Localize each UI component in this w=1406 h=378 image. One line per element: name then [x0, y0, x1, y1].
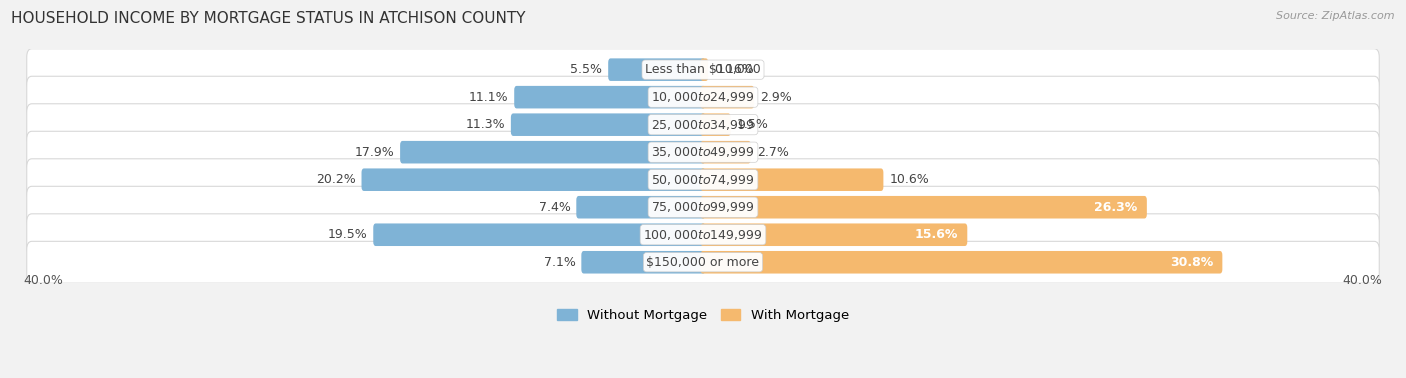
FancyBboxPatch shape	[581, 251, 706, 274]
Legend: Without Mortgage, With Mortgage: Without Mortgage, With Mortgage	[551, 304, 855, 328]
FancyBboxPatch shape	[401, 141, 706, 163]
Text: 5.5%: 5.5%	[571, 63, 602, 76]
FancyBboxPatch shape	[373, 223, 706, 246]
Text: 15.6%: 15.6%	[915, 228, 957, 241]
FancyBboxPatch shape	[27, 159, 1379, 201]
Text: 40.0%: 40.0%	[24, 274, 63, 287]
Text: $100,000 to $149,999: $100,000 to $149,999	[644, 228, 762, 242]
Text: 0.16%: 0.16%	[714, 63, 754, 76]
FancyBboxPatch shape	[700, 58, 709, 81]
Text: 7.1%: 7.1%	[544, 256, 575, 269]
Text: 30.8%: 30.8%	[1170, 256, 1213, 269]
Text: 11.3%: 11.3%	[465, 118, 505, 131]
FancyBboxPatch shape	[361, 169, 706, 191]
FancyBboxPatch shape	[700, 86, 754, 108]
Text: 20.2%: 20.2%	[316, 173, 356, 186]
Text: 2.7%: 2.7%	[756, 146, 789, 159]
FancyBboxPatch shape	[27, 76, 1379, 118]
FancyBboxPatch shape	[609, 58, 706, 81]
Text: $25,000 to $34,999: $25,000 to $34,999	[651, 118, 755, 132]
FancyBboxPatch shape	[700, 141, 751, 163]
FancyBboxPatch shape	[576, 196, 706, 218]
FancyBboxPatch shape	[27, 131, 1379, 173]
Text: 40.0%: 40.0%	[1343, 274, 1382, 287]
FancyBboxPatch shape	[27, 49, 1379, 91]
Text: $10,000 to $24,999: $10,000 to $24,999	[651, 90, 755, 104]
Text: Less than $10,000: Less than $10,000	[645, 63, 761, 76]
Text: 7.4%: 7.4%	[538, 201, 571, 214]
FancyBboxPatch shape	[700, 169, 883, 191]
Text: $50,000 to $74,999: $50,000 to $74,999	[651, 173, 755, 187]
Text: 26.3%: 26.3%	[1094, 201, 1137, 214]
Text: 19.5%: 19.5%	[328, 228, 367, 241]
Text: 17.9%: 17.9%	[354, 146, 394, 159]
FancyBboxPatch shape	[510, 113, 706, 136]
Text: 11.1%: 11.1%	[468, 91, 509, 104]
FancyBboxPatch shape	[27, 186, 1379, 228]
FancyBboxPatch shape	[700, 113, 731, 136]
Text: $35,000 to $49,999: $35,000 to $49,999	[651, 145, 755, 159]
Text: 10.6%: 10.6%	[889, 173, 929, 186]
Text: Source: ZipAtlas.com: Source: ZipAtlas.com	[1277, 11, 1395, 21]
FancyBboxPatch shape	[27, 241, 1379, 283]
FancyBboxPatch shape	[700, 223, 967, 246]
Text: 1.5%: 1.5%	[737, 118, 769, 131]
Text: $150,000 or more: $150,000 or more	[647, 256, 759, 269]
FancyBboxPatch shape	[27, 214, 1379, 256]
FancyBboxPatch shape	[515, 86, 706, 108]
FancyBboxPatch shape	[700, 251, 1222, 274]
Text: 2.9%: 2.9%	[761, 91, 792, 104]
Text: $75,000 to $99,999: $75,000 to $99,999	[651, 200, 755, 214]
FancyBboxPatch shape	[700, 196, 1147, 218]
Text: HOUSEHOLD INCOME BY MORTGAGE STATUS IN ATCHISON COUNTY: HOUSEHOLD INCOME BY MORTGAGE STATUS IN A…	[11, 11, 526, 26]
FancyBboxPatch shape	[27, 104, 1379, 146]
